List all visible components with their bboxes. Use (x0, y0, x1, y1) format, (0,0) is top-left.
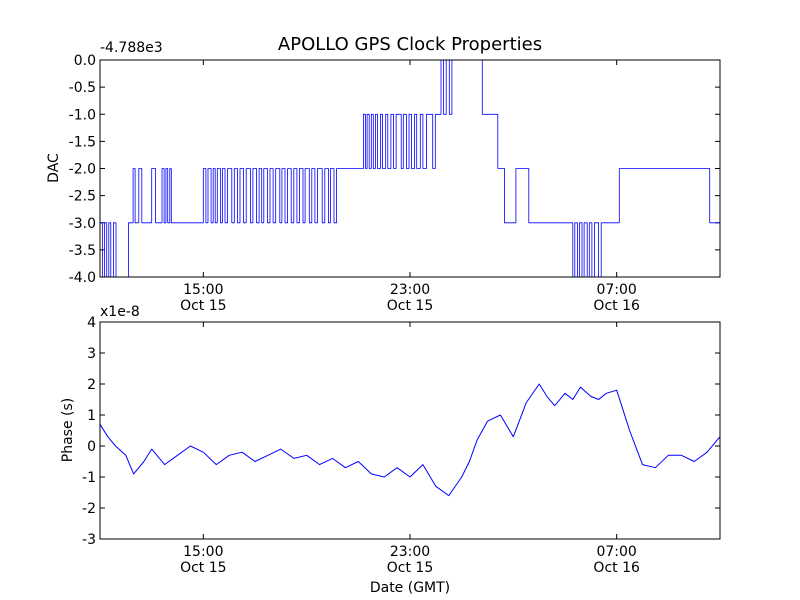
phase-ytick-label: 0 (87, 439, 96, 455)
dac-ytick-label: -0.5 (69, 80, 96, 96)
phase-xtick-time: 07:00 (596, 544, 636, 560)
dac-xtick-date: Oct 16 (593, 298, 640, 314)
x-axis-label: Date (GMT) (370, 580, 450, 596)
phase-xtick-time: 15:00 (183, 544, 223, 560)
phase-ytick-label: -3 (82, 532, 96, 548)
phase-ytick-label: 3 (87, 346, 96, 362)
phase-axes-frame (99, 321, 721, 540)
phase-ytick-label: 2 (87, 377, 96, 393)
dac-xtick-time: 15:00 (183, 282, 223, 298)
dac-xtick-time: 07:00 (596, 282, 636, 298)
dac-ytick-label: -3.5 (69, 243, 96, 259)
dac-ytick-label: -4.0 (69, 270, 96, 286)
dac-xtick-date: Oct 15 (387, 298, 433, 314)
phase-ytick-label: 4 (87, 315, 96, 331)
phase-xtick-date: Oct 16 (593, 560, 640, 576)
phase-axis-label: Phase (s) (60, 398, 76, 462)
dac-ytick-label: -1.0 (69, 107, 96, 123)
phase-xtick-date: Oct 15 (180, 560, 226, 576)
phase-offset-label: x1e-8 (100, 304, 140, 320)
chart-title: APOLLO GPS Clock Properties (278, 34, 542, 55)
dac-axis-label: DAC (46, 153, 62, 183)
dac-series-line (100, 59, 721, 278)
dac-ytick-label: -2.5 (69, 189, 96, 205)
dac-ytick-label: 0.0 (74, 53, 96, 69)
dac-series (100, 59, 721, 278)
phase-ytick-label: -1 (82, 470, 96, 486)
dac-ytick-label: -2.0 (69, 162, 96, 178)
dac-offset-label: -4.788e3 (100, 40, 163, 56)
dac-xtick-time: 23:00 (390, 282, 430, 298)
phase-ytick-label: -2 (82, 501, 96, 517)
phase-xtick-date: Oct 15 (387, 560, 433, 576)
dac-ytick-label: -3.0 (69, 216, 96, 232)
dac-axes-frame (99, 59, 721, 278)
dac-xtick-date: Oct 15 (180, 298, 226, 314)
dac-ticks: 0.0 -0.5 -1.0 -1.5 -2.0 -2.5 -3.0 -3.5 -4.0 15:00… (69, 53, 720, 314)
dac-panel: -4.788e3 DAC 0.0 -0.5 -1.0 -1.5 -2.0 -2.5 -3.0… (46, 40, 721, 314)
phase-xtick-time: 23:00 (390, 544, 430, 560)
dac-ytick-label: -1.5 (69, 134, 96, 150)
phase-ytick-label: 1 (87, 408, 96, 424)
